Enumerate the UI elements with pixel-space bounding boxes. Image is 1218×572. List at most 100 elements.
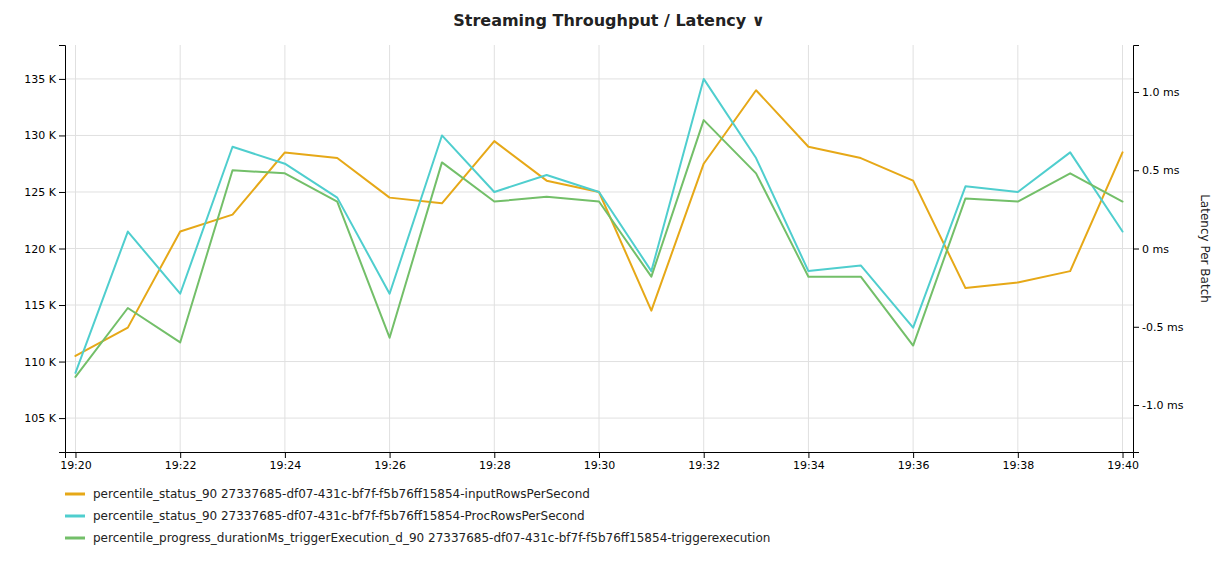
y-axis-line	[59, 46, 66, 453]
y-axis-tick-mark	[59, 418, 65, 419]
legend-item: percentile_status_90 27337685-df07-431c-…	[65, 487, 590, 501]
x-axis-line	[66, 453, 1134, 459]
y2-axis-tick: -1.0 ms	[1133, 399, 1184, 412]
x-axis-tick-mark	[599, 452, 600, 458]
x-axis-tick-label: 19:34	[793, 459, 825, 472]
y2-axis-tick-label: -1.0 ms	[1142, 399, 1184, 412]
y-axis-tick-label: 110 K	[24, 356, 56, 369]
chart: Streaming Throughput / Latency ∨19:2019:…	[0, 0, 1218, 572]
y2-axis-tick: 0 ms	[1133, 243, 1169, 256]
x-axis-tick-label: 19:22	[165, 459, 197, 472]
x-axis-tick-mark	[913, 452, 914, 458]
y-axis-tick: 130 K	[24, 129, 65, 142]
y-axis-tick-mark	[59, 79, 65, 80]
x-axis-tick: 19:26	[374, 452, 406, 472]
legend-item: percentile_progress_durationMs_triggerEx…	[65, 531, 770, 545]
series-line	[75, 90, 1122, 356]
series-line	[75, 79, 1122, 373]
legend-swatch	[65, 515, 85, 518]
x-axis-tick-mark	[1123, 452, 1124, 458]
x-axis-tick-mark	[180, 452, 181, 458]
x-axis-tick-label: 19:38	[1002, 459, 1034, 472]
x-axis-tick-label: 19:24	[270, 459, 302, 472]
legend-swatch	[65, 537, 85, 540]
grid-line-x	[1122, 45, 1123, 452]
y-axis-tick-label: 125 K	[24, 186, 56, 199]
x-axis-tick-mark	[75, 452, 76, 458]
legend-label: percentile_status_90 27337685-df07-431c-…	[93, 487, 590, 501]
x-axis-tick: 19:22	[165, 452, 197, 472]
grid	[65, 45, 1133, 452]
x-axis-tick-label: 19:20	[60, 459, 92, 472]
grid-line-x	[1017, 45, 1018, 452]
y2-axis-tick-label: -0.5 ms	[1142, 321, 1184, 334]
y-axis: 105 K 110 K 115 K 120 K 125 K 130 K 135 K	[24, 46, 65, 453]
plot-area: 19:20 19:22 19:24 19:26 19:28 19:30 19:32 19:34…	[24, 45, 1212, 472]
grid-line-x	[808, 45, 809, 452]
y-axis-tick: 120 K	[24, 243, 65, 256]
y2-axis-tick-label: 1.0 ms	[1142, 86, 1180, 99]
legend-item: percentile_status_90 27337685-df07-431c-…	[65, 509, 585, 523]
x-axis-tick: 19:38	[1002, 452, 1034, 472]
y-axis-tick-mark	[59, 362, 65, 363]
y-axis-tick-mark	[59, 192, 65, 193]
x-axis-tick-label: 19:40	[1107, 459, 1139, 472]
x-axis-tick-mark	[808, 452, 809, 458]
x-axis: 19:20 19:22 19:24 19:26 19:28 19:30 19:32 19:34…	[60, 452, 1139, 472]
legend: percentile_status_90 27337685-df07-431c-…	[65, 487, 770, 545]
grid-line-x	[75, 45, 76, 452]
x-axis-tick: 19:28	[479, 452, 511, 472]
x-axis-tick: 19:32	[688, 452, 720, 472]
y-axis-tick: 135 K	[24, 73, 65, 86]
x-axis-tick-mark	[494, 452, 495, 458]
grid-line-x	[389, 45, 390, 452]
x-axis-tick: 19:20	[60, 452, 92, 472]
x-axis-tick-mark	[704, 452, 705, 458]
x-axis-tick: 19:40	[1107, 452, 1139, 472]
x-axis-tick-mark	[390, 452, 391, 458]
x-axis-tick-label: 19:28	[479, 459, 511, 472]
y2-axis: -1.0 ms -0.5 ms 0 ms 0.5 ms 1.0 ms	[1133, 46, 1184, 453]
legend-label: percentile_progress_durationMs_triggerEx…	[93, 531, 770, 545]
grid-line-x	[494, 45, 495, 452]
y-axis-tick-label: 135 K	[24, 73, 56, 86]
y-axis-tick-label: 130 K	[24, 129, 56, 142]
y2-axis-tick: -0.5 ms	[1133, 321, 1184, 334]
y-axis-tick-label: 115 K	[24, 299, 56, 312]
y2-axis-tick-mark	[1133, 405, 1139, 406]
x-axis-tick: 19:34	[793, 452, 825, 472]
y-axis-tick: 125 K	[24, 186, 65, 199]
y2-axis-tick-label: 0 ms	[1142, 243, 1169, 256]
x-axis-tick-label: 19:26	[374, 459, 406, 472]
series-line	[75, 120, 1122, 377]
grid-line-x	[284, 45, 285, 452]
y2-axis-tick-mark	[1133, 92, 1139, 93]
y-axis-tick-mark	[59, 249, 65, 250]
grid-line-x	[180, 45, 181, 452]
legend-swatch	[65, 493, 85, 496]
y2-axis-tick-mark	[1133, 170, 1139, 171]
x-axis-tick-mark	[285, 452, 286, 458]
y2-axis-tick-mark	[1133, 327, 1139, 328]
grid-line-x	[599, 45, 600, 452]
x-axis-tick-label: 19:36	[898, 459, 930, 472]
x-axis-tick-label: 19:30	[584, 459, 616, 472]
title: Streaming Throughput / Latency ∨	[453, 11, 765, 30]
legend-label: percentile_status_90 27337685-df07-431c-…	[93, 509, 585, 523]
x-axis-tick-mark	[1018, 452, 1019, 458]
y2-axis-tick: 1.0 ms	[1133, 86, 1180, 99]
grid-line-x	[703, 45, 704, 452]
y2-axis-title: Latency Per Batch	[1198, 194, 1212, 303]
y2-axis-tick-mark	[1133, 249, 1139, 250]
y-axis-tick: 115 K	[24, 299, 65, 312]
x-axis-tick: 19:24	[270, 452, 302, 472]
x-axis-tick: 19:30	[584, 452, 616, 472]
y-axis-tick-mark	[59, 305, 65, 306]
series-group	[75, 79, 1122, 377]
grid-line-x	[913, 45, 914, 452]
y-axis-tick-mark	[59, 135, 65, 136]
y-axis-tick: 110 K	[24, 356, 65, 369]
y-axis-tick-label: 120 K	[24, 243, 56, 256]
y-axis-tick-label: 105 K	[24, 412, 56, 425]
y2-axis-tick: 0.5 ms	[1133, 164, 1180, 177]
